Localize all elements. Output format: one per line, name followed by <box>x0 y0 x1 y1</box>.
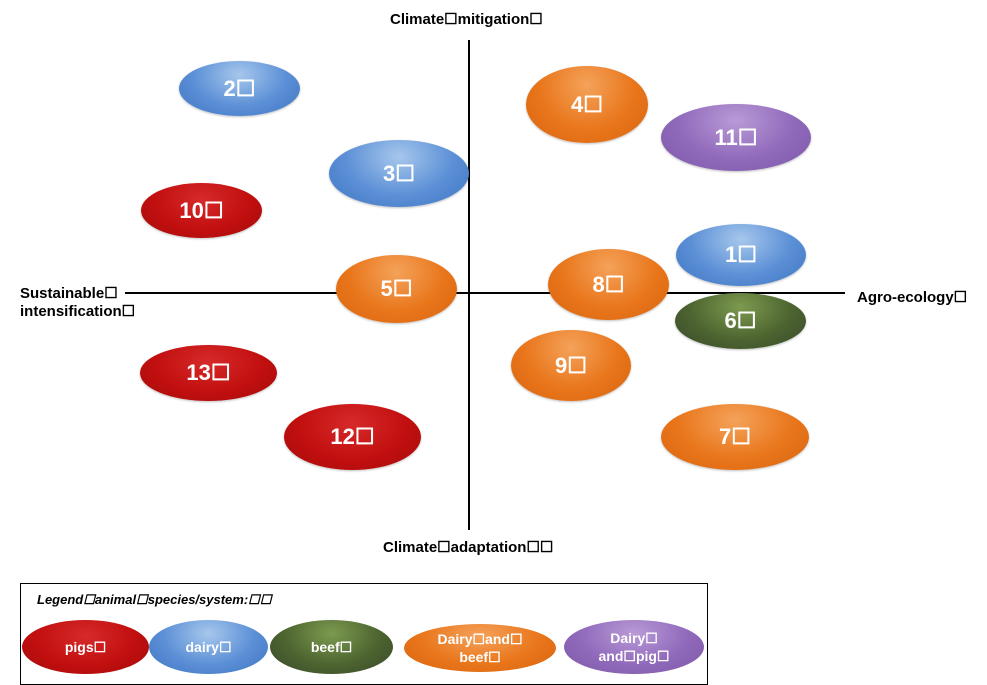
legend-item-dairy-and-beef: Dairy☐and☐ beef☐ <box>404 624 556 672</box>
bubble-3: 3☐ <box>329 140 469 207</box>
bubble-1: 1☐ <box>676 224 806 286</box>
legend-label-dairy-and-pig-line1: Dairy☐ <box>610 630 658 646</box>
legend-label-pigs: pigs☐ <box>64 639 107 655</box>
axis-label-left-line1: Sustainable☐ <box>20 285 118 302</box>
bubble-11: 11☐ <box>661 104 811 171</box>
axis-label-right: Agro-ecology☐ <box>857 289 968 306</box>
legend-item-dairy: dairy☐ <box>149 620 268 674</box>
legend-item-beef: beef☐ <box>270 620 393 674</box>
legend-label-dairy-and-pig-line2: and☐pig☐ <box>598 648 670 664</box>
bubble-2: 2☐ <box>179 61 300 116</box>
legend: Legend☐animal☐species/system:☐☐ pigs☐ da… <box>20 583 708 685</box>
axis-label-top: Climate☐mitigation☐ <box>390 11 543 28</box>
vertical-axis <box>468 40 470 530</box>
legend-label-dairy: dairy☐ <box>185 639 232 655</box>
bubble-4: 4☐ <box>526 66 648 143</box>
legend-item-pigs: pigs☐ <box>22 620 149 674</box>
bubble-13: 13☐ <box>140 345 277 401</box>
legend-label-dairy-and-beef-line2: beef☐ <box>459 649 501 665</box>
axis-label-left: Sustainable☐ intensification☐ <box>20 284 135 320</box>
axis-label-bottom: Climate☐adaptation☐☐ <box>383 539 554 556</box>
horizontal-axis <box>125 292 845 294</box>
legend-title: Legend☐animal☐species/system:☐☐ <box>37 592 272 607</box>
bubble-7: 7☐ <box>661 404 809 470</box>
bubble-9: 9☐ <box>511 330 631 401</box>
bubble-5: 5☐ <box>336 255 457 323</box>
legend-label-beef: beef☐ <box>310 639 353 655</box>
bubble-6: 6☐ <box>675 293 806 349</box>
bubble-10: 10☐ <box>141 183 262 238</box>
bubble-12: 12☐ <box>284 404 421 470</box>
bubble-8: 8☐ <box>548 249 669 320</box>
legend-label-dairy-and-beef-line1: Dairy☐and☐ <box>437 631 523 647</box>
axis-label-left-line2: intensification☐ <box>20 303 136 320</box>
legend-item-dairy-and-pig: Dairy☐ and☐pig☐ <box>564 620 704 674</box>
